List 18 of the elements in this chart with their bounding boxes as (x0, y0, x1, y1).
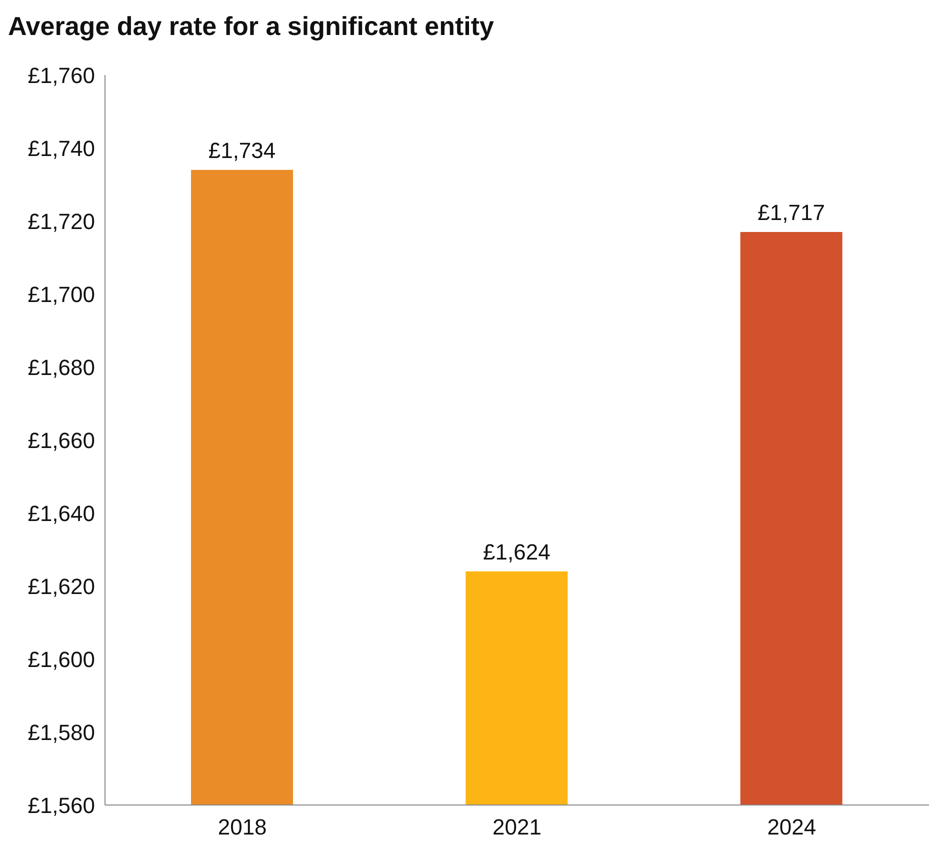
y-tick-label: £1,740 (28, 136, 95, 161)
y-tick-label: £1,700 (28, 282, 95, 307)
y-tick-label: £1,760 (28, 62, 95, 88)
data-label: £1,734 (208, 138, 276, 163)
data-label: £1,717 (758, 200, 825, 225)
y-tick-label: £1,660 (28, 428, 95, 453)
y-tick-label: £1,680 (28, 354, 95, 380)
chart-title: Average day rate for a significant entity (8, 10, 495, 43)
y-tick-label: £1,620 (28, 574, 95, 599)
x-tick-label: 2024 (767, 814, 816, 840)
data-label: £1,624 (483, 539, 550, 564)
x-tick-label: 2018 (218, 814, 267, 840)
y-tick-label: £1,580 (28, 720, 95, 745)
x-tick-label: 2021 (492, 814, 542, 840)
y-tick-label: £1,600 (28, 646, 95, 672)
y-tick-label: £1,560 (28, 792, 95, 818)
y-tick-label: £1,720 (28, 208, 95, 234)
y-tick-label: £1,640 (28, 500, 95, 526)
